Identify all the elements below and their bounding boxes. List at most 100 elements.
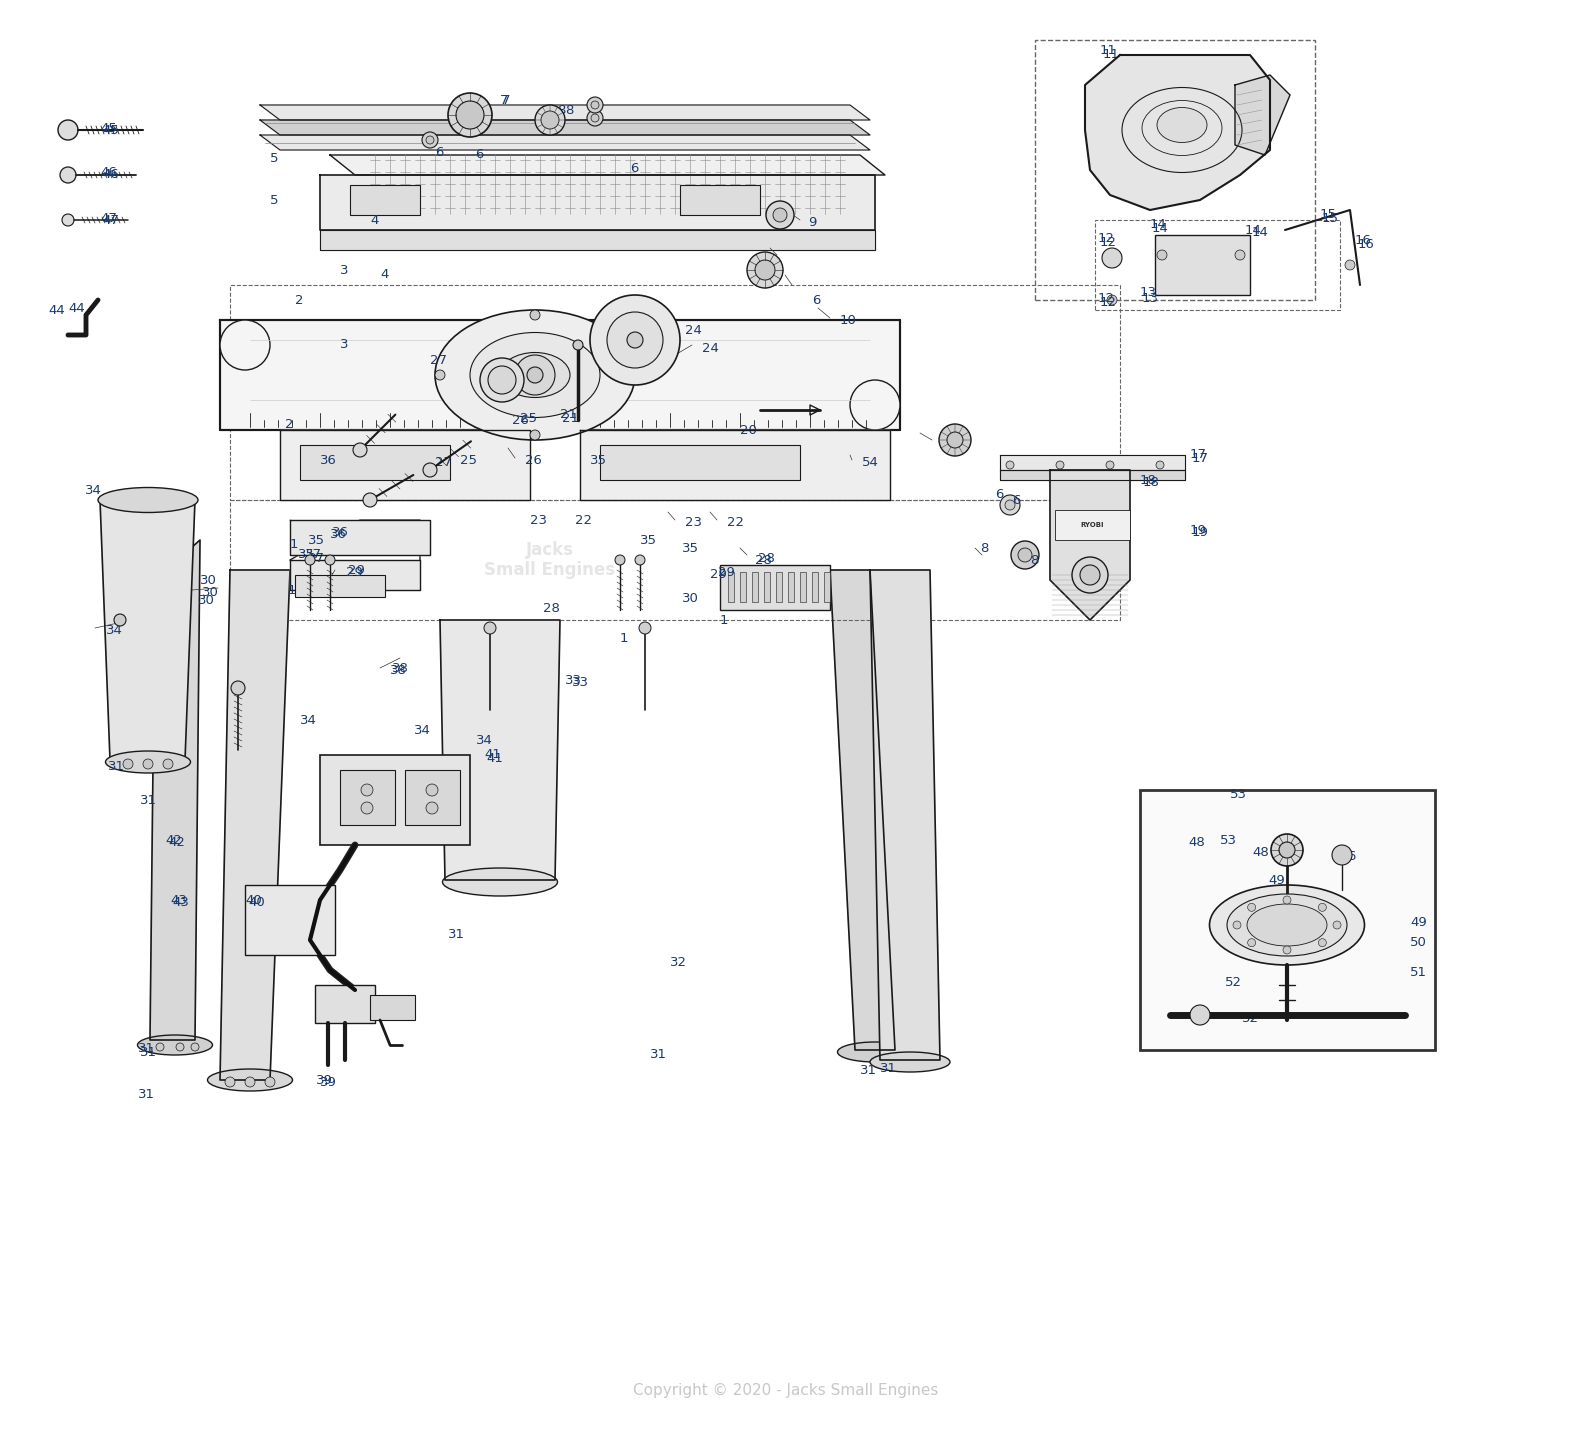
Circle shape xyxy=(627,332,643,348)
Text: 31: 31 xyxy=(138,1041,156,1054)
Circle shape xyxy=(225,1077,234,1087)
Text: 29: 29 xyxy=(711,568,726,581)
Text: 40: 40 xyxy=(245,894,263,907)
Text: 7: 7 xyxy=(500,94,508,107)
Text: 14: 14 xyxy=(1251,225,1269,238)
Text: 39: 39 xyxy=(321,1076,336,1089)
Circle shape xyxy=(626,371,635,381)
Text: 41: 41 xyxy=(486,751,503,764)
Ellipse shape xyxy=(1247,904,1327,946)
Circle shape xyxy=(773,208,788,222)
Circle shape xyxy=(586,110,604,125)
Polygon shape xyxy=(259,136,869,150)
Bar xyxy=(321,756,470,845)
Text: 24: 24 xyxy=(703,342,718,355)
Circle shape xyxy=(362,802,373,813)
Text: 6: 6 xyxy=(630,162,638,174)
Circle shape xyxy=(305,555,314,565)
Text: 12: 12 xyxy=(1097,291,1115,304)
Text: Copyright © 2020 - Jacks Small Engines: Copyright © 2020 - Jacks Small Engines xyxy=(634,1383,938,1397)
Text: 46: 46 xyxy=(101,166,116,179)
Circle shape xyxy=(607,311,663,368)
Circle shape xyxy=(354,443,366,457)
Circle shape xyxy=(1006,461,1014,469)
Ellipse shape xyxy=(470,333,601,418)
Circle shape xyxy=(946,433,964,448)
Circle shape xyxy=(541,111,560,128)
Text: 35: 35 xyxy=(299,548,314,561)
Circle shape xyxy=(423,463,437,477)
Bar xyxy=(720,565,830,610)
Text: 49: 49 xyxy=(1269,874,1284,887)
Circle shape xyxy=(163,758,173,769)
Circle shape xyxy=(220,320,270,371)
Circle shape xyxy=(530,430,541,440)
Bar xyxy=(1055,510,1130,539)
Ellipse shape xyxy=(1209,885,1364,965)
Text: 29: 29 xyxy=(347,564,365,577)
Circle shape xyxy=(1056,461,1064,469)
Text: 35: 35 xyxy=(640,534,657,547)
Text: 6: 6 xyxy=(995,489,1003,502)
Text: 26: 26 xyxy=(525,453,542,467)
Text: 44: 44 xyxy=(49,303,64,316)
Text: 19: 19 xyxy=(1190,523,1207,536)
Bar xyxy=(340,770,395,825)
Circle shape xyxy=(516,355,555,395)
Circle shape xyxy=(586,97,604,112)
Bar xyxy=(296,575,385,597)
Text: 28: 28 xyxy=(758,551,775,564)
Circle shape xyxy=(266,1077,275,1087)
Circle shape xyxy=(1236,249,1245,260)
Circle shape xyxy=(1319,903,1327,911)
Circle shape xyxy=(635,555,645,565)
Polygon shape xyxy=(830,570,894,1050)
Text: 37: 37 xyxy=(305,548,322,561)
Text: 16: 16 xyxy=(1358,238,1376,251)
Polygon shape xyxy=(259,120,869,136)
Text: 29: 29 xyxy=(346,565,363,578)
Text: 28: 28 xyxy=(542,601,560,614)
Text: 13: 13 xyxy=(1140,286,1157,298)
Text: 30: 30 xyxy=(201,585,219,598)
Bar xyxy=(1155,235,1250,296)
Circle shape xyxy=(1248,903,1256,911)
Text: 38: 38 xyxy=(390,663,407,676)
Text: 52: 52 xyxy=(1225,975,1242,989)
Circle shape xyxy=(362,784,373,796)
Text: 34: 34 xyxy=(300,714,318,727)
Bar xyxy=(800,572,806,601)
Text: 17: 17 xyxy=(1190,448,1207,461)
Polygon shape xyxy=(1000,456,1185,470)
Text: 6: 6 xyxy=(1012,493,1020,506)
Text: 2: 2 xyxy=(296,294,303,307)
Text: 12: 12 xyxy=(1100,296,1118,309)
Circle shape xyxy=(192,1043,200,1051)
Polygon shape xyxy=(259,105,869,120)
Circle shape xyxy=(747,252,783,288)
Text: 12: 12 xyxy=(1100,235,1118,248)
Text: 21: 21 xyxy=(563,411,578,424)
Text: 39: 39 xyxy=(316,1073,333,1086)
Text: 40: 40 xyxy=(248,895,264,908)
Text: 11: 11 xyxy=(1100,43,1118,56)
Circle shape xyxy=(143,758,152,769)
Polygon shape xyxy=(149,539,200,1040)
Text: 1: 1 xyxy=(420,534,429,547)
Bar xyxy=(245,885,335,955)
Text: 25: 25 xyxy=(520,411,538,424)
Text: 13: 13 xyxy=(1141,291,1159,304)
Text: 1: 1 xyxy=(288,584,297,597)
Bar xyxy=(813,572,817,601)
Text: 11: 11 xyxy=(1104,49,1119,62)
Circle shape xyxy=(176,1043,184,1051)
Circle shape xyxy=(1346,260,1355,270)
Text: 27: 27 xyxy=(435,456,453,469)
Text: 31: 31 xyxy=(108,760,126,773)
Text: 5: 5 xyxy=(270,193,278,206)
Text: 47: 47 xyxy=(102,213,119,226)
Circle shape xyxy=(1102,248,1122,268)
Text: 28: 28 xyxy=(755,554,772,567)
Polygon shape xyxy=(1000,470,1185,480)
Bar xyxy=(230,286,1119,500)
